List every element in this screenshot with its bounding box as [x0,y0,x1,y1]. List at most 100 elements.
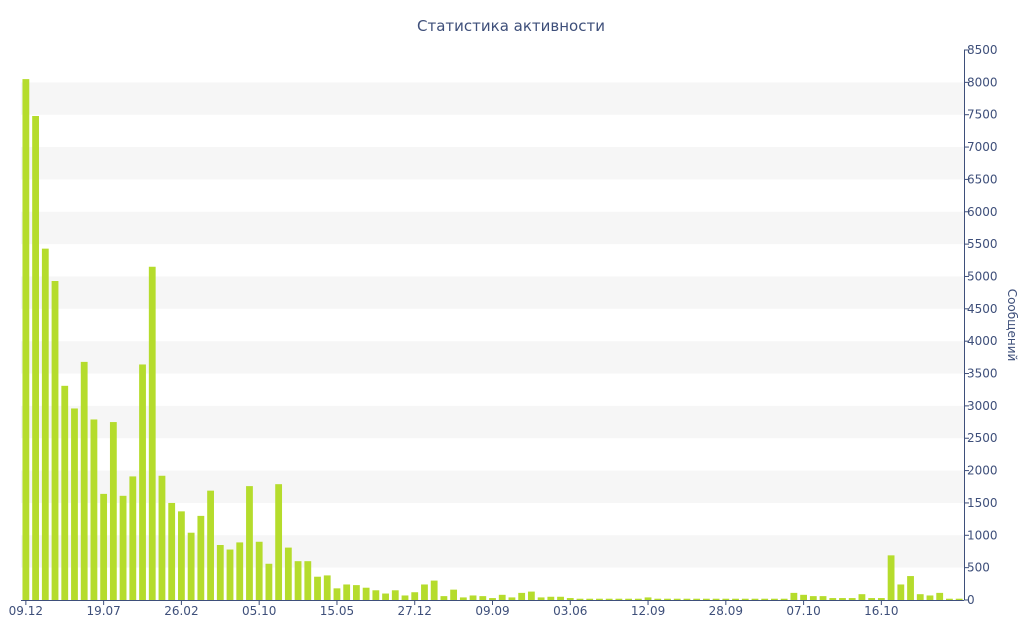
bar [216,545,224,600]
bar [547,596,555,600]
bar [343,584,351,600]
bar [780,598,788,600]
bar [498,594,506,600]
y-tick-label: 5000 [967,269,998,283]
x-tick-label: 09.09 [475,604,509,618]
bar [148,266,156,600]
bar [187,532,195,600]
bar [71,408,78,600]
y-tick-label: 2000 [967,464,998,478]
bar [936,592,944,600]
bar [634,598,642,600]
bar [605,598,613,600]
x-tick-label: 03.06 [553,604,587,618]
bar [654,598,662,600]
x-tick-label: 07.10 [786,604,820,618]
bar [22,79,30,601]
bar [391,590,399,600]
bar [644,597,652,600]
bar [897,584,905,600]
bar [946,598,953,600]
bar [790,592,798,600]
bar [469,595,477,600]
y-tick-label: 6000 [967,205,998,219]
bar [566,598,574,600]
bar [168,502,176,600]
grid-bands [21,82,964,568]
bar [955,598,963,600]
y-tick-label: 3500 [967,367,998,381]
bar [51,281,59,600]
grid-band [21,82,964,115]
bar [693,598,701,600]
bar [839,598,846,600]
bar [401,595,409,600]
bar [362,587,370,600]
bar [284,547,292,600]
bar [877,598,885,600]
bar [712,598,720,600]
bar [372,590,380,600]
x-tick-label: 16.10 [864,604,898,618]
bar [537,597,545,600]
bar [90,419,98,600]
y-tick-label: 0 [967,593,975,607]
bar [421,584,428,600]
y-axis-title: Сообщений [1005,289,1019,362]
grid-band [21,147,964,180]
bar [255,541,263,600]
x-tick-label: 09.12 [9,604,43,618]
grid-band [21,470,964,503]
bar [265,563,273,600]
bar [236,542,244,600]
bar [304,561,312,600]
bar [596,598,603,600]
bar [119,495,127,600]
bar [314,576,321,600]
bar [479,596,487,600]
x-tick-label: 19.07 [86,604,120,618]
y-tick-labels: 0 500 1000 1500 2000 2500 3000 3500 4000 4500 5000… [967,43,998,607]
bar [352,585,360,600]
bar [741,598,749,600]
bar [178,511,185,600]
x-tick-label: 26.02 [164,604,198,618]
bar [450,589,458,600]
y-tick-label: 1000 [967,528,998,542]
bar [887,555,895,600]
bar [323,575,331,600]
bar [109,422,117,600]
bar [246,486,253,600]
y-tick-label: 4000 [967,334,998,348]
bar [158,475,166,600]
x-tick-label: 28.09 [709,604,743,618]
bar [800,594,807,600]
y-tick-label: 3000 [967,399,998,413]
bar [382,593,389,600]
bar [197,515,205,600]
bar [722,598,730,600]
bar [625,598,633,600]
bar [576,598,584,600]
bar [80,361,88,600]
bar [275,484,283,600]
bar [751,598,759,600]
x-tick-label: 12.09 [631,604,665,618]
bar [761,598,769,600]
bar [459,597,467,600]
bar [294,561,302,600]
bar [139,364,146,600]
bar [226,549,234,600]
bar [907,576,914,600]
y-tick-label: 5500 [967,237,998,251]
bar [664,598,671,600]
bar [333,588,341,600]
y-tick-label: 500 [967,561,990,575]
bar [489,598,496,600]
bar [440,596,448,600]
grid-band [21,276,964,309]
bar [129,476,137,600]
bar [508,597,516,600]
grid-band [21,211,964,245]
